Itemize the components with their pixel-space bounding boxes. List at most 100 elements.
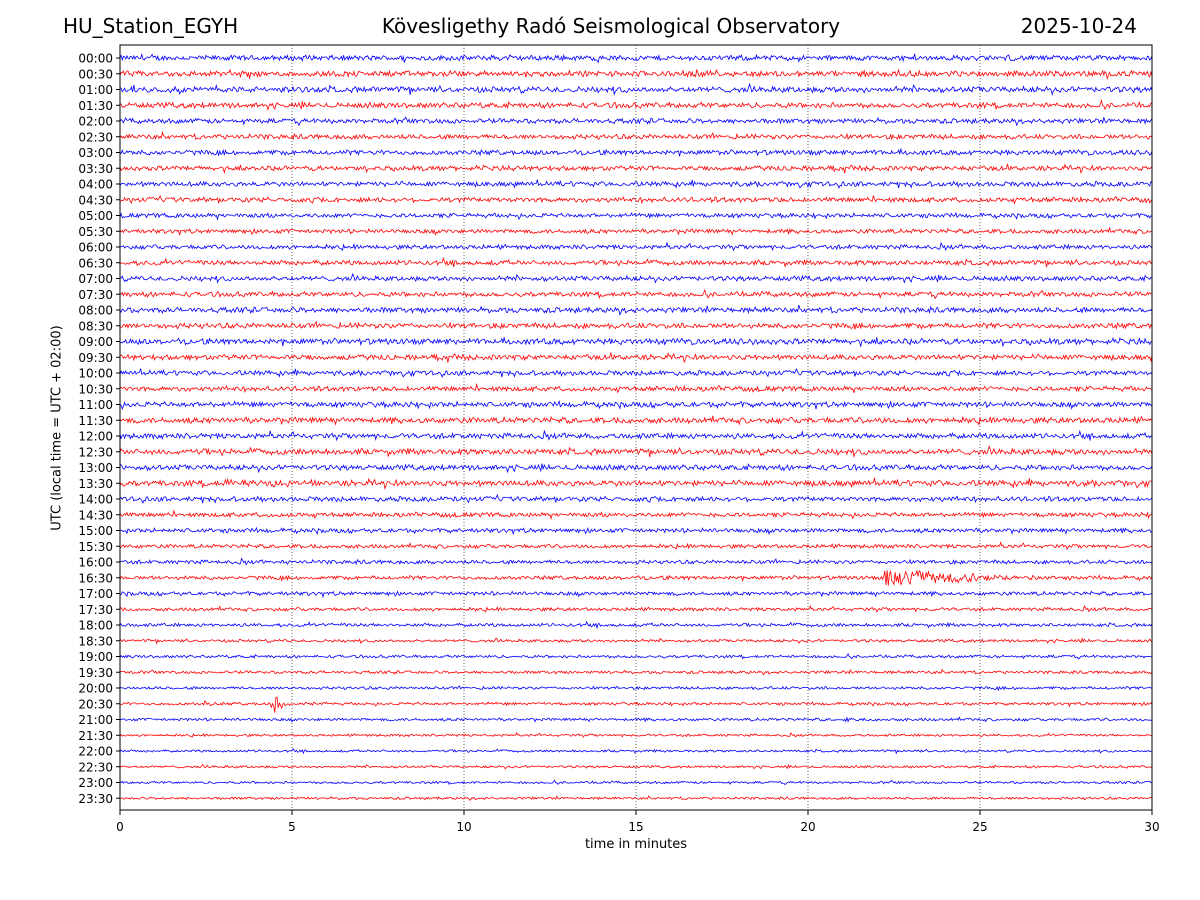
trace-1830 [119, 637, 1153, 645]
trace-0730 [119, 288, 1153, 300]
trace-1730 [119, 604, 1153, 613]
trace-0200 [119, 116, 1153, 127]
seismogram-traces [119, 52, 1153, 801]
trace-0830 [119, 320, 1153, 330]
trace-2000 [119, 685, 1153, 692]
trace-1330 [119, 477, 1153, 491]
y-tick-label: 14:30 [78, 508, 113, 522]
x-axis-title: time in minutes [584, 837, 688, 852]
y-tick-label: 05:00 [78, 209, 113, 223]
y-tick-label: 09:00 [78, 335, 113, 349]
y-tick-label: 07:30 [78, 288, 113, 302]
y-tick-label: 11:00 [78, 398, 113, 412]
trace-1200 [119, 429, 1153, 442]
y-axis-title: UTC (local time = UTC + 02:00) [49, 325, 65, 531]
trace-1500 [119, 526, 1153, 535]
trace-0300 [119, 147, 1153, 157]
y-tick-label: 07:00 [78, 272, 113, 286]
y-tick-label: 14:00 [78, 493, 113, 507]
trace-1630 [119, 569, 1153, 586]
trace-0430 [119, 194, 1153, 205]
trace-0600 [119, 241, 1153, 252]
trace-0500 [119, 211, 1153, 221]
y-tick-label: 12:00 [78, 430, 113, 444]
trace-2200 [119, 748, 1152, 755]
trace-0400 [119, 179, 1153, 189]
x-tick-label: 5 [288, 820, 296, 834]
trace-1600 [119, 557, 1153, 566]
station-name: HU_Station_EGYH [63, 14, 239, 38]
y-tick-label: 09:30 [78, 351, 113, 365]
record-date: 2025-10-24 [1020, 14, 1137, 38]
trace-1900 [119, 653, 1153, 660]
trace-1430 [119, 509, 1153, 520]
trace-2230 [119, 763, 1153, 770]
trace-2300 [119, 779, 1153, 786]
trace-0900 [119, 336, 1153, 348]
y-tick-label: 19:30 [78, 666, 113, 680]
y-tick-label: 17:30 [78, 603, 113, 617]
y-tick-label: 13:00 [78, 461, 113, 475]
trace-0330 [119, 163, 1153, 175]
y-tick-label: 21:30 [78, 729, 113, 743]
trace-1130 [119, 415, 1153, 426]
y-tick-label: 16:00 [78, 556, 113, 570]
trace-0530 [119, 226, 1153, 236]
y-tick-label: 06:30 [78, 256, 113, 270]
trace-2100 [119, 716, 1153, 723]
y-tick-label: 04:30 [78, 193, 113, 207]
y-tick-label: 20:30 [78, 697, 113, 711]
x-axis-ticks: 0 5 10 15 20 25 30 [116, 810, 1160, 834]
trace-0230 [119, 130, 1153, 141]
trace-1930 [119, 668, 1153, 676]
observatory-title: Kövesligethy Radó Seismological Observat… [381, 14, 841, 38]
trace-2030 [119, 696, 1153, 713]
y-tick-label: 01:30 [78, 99, 113, 113]
trace-1230 [119, 445, 1153, 458]
x-tick-label: 0 [116, 820, 124, 834]
grid-lines [291, 45, 981, 810]
trace-1530 [119, 541, 1153, 551]
y-tick-label: 20:00 [78, 682, 113, 696]
trace-0630 [119, 256, 1153, 268]
y-tick-label: 21:00 [78, 713, 113, 727]
trace-1000 [119, 368, 1153, 378]
y-tick-label: 13:30 [78, 477, 113, 491]
y-tick-label: 12:30 [78, 445, 113, 459]
trace-1100 [119, 399, 1153, 411]
y-tick-label: 22:00 [78, 745, 113, 759]
x-tick-label: 10 [456, 820, 471, 834]
y-tick-label: 15:00 [78, 524, 113, 538]
y-tick-label: 23:00 [78, 776, 113, 790]
y-tick-label: 06:00 [78, 241, 113, 255]
trace-0800 [119, 304, 1153, 316]
y-tick-label: 08:30 [78, 319, 113, 333]
trace-2130 [119, 732, 1153, 738]
x-tick-label: 25 [972, 820, 987, 834]
y-tick-label: 10:30 [78, 382, 113, 396]
trace-1700 [119, 590, 1153, 599]
y-tick-label: 16:30 [78, 571, 113, 585]
y-tick-label: 00:00 [78, 52, 113, 66]
trace-0700 [119, 272, 1153, 284]
y-tick-label: 15:30 [78, 540, 113, 554]
trace-0100 [119, 82, 1153, 96]
y-tick-label: 00:30 [78, 67, 113, 81]
y-tick-label: 02:30 [78, 130, 113, 144]
trace-1030 [119, 382, 1153, 394]
y-tick-label: 02:00 [78, 115, 113, 129]
trace-0000 [119, 52, 1153, 64]
y-tick-label: 05:30 [78, 225, 113, 239]
y-tick-label: 18:30 [78, 634, 113, 648]
x-tick-label: 20 [800, 820, 815, 834]
y-tick-label: 23:30 [78, 792, 113, 806]
x-tick-label: 15 [628, 820, 643, 834]
y-tick-label: 18:00 [78, 619, 113, 633]
y-tick-label: 04:00 [78, 178, 113, 192]
trace-2330 [120, 795, 1153, 801]
y-tick-label: 08:00 [78, 304, 113, 318]
trace-1800 [119, 620, 1153, 630]
y-tick-label: 11:30 [78, 414, 113, 428]
